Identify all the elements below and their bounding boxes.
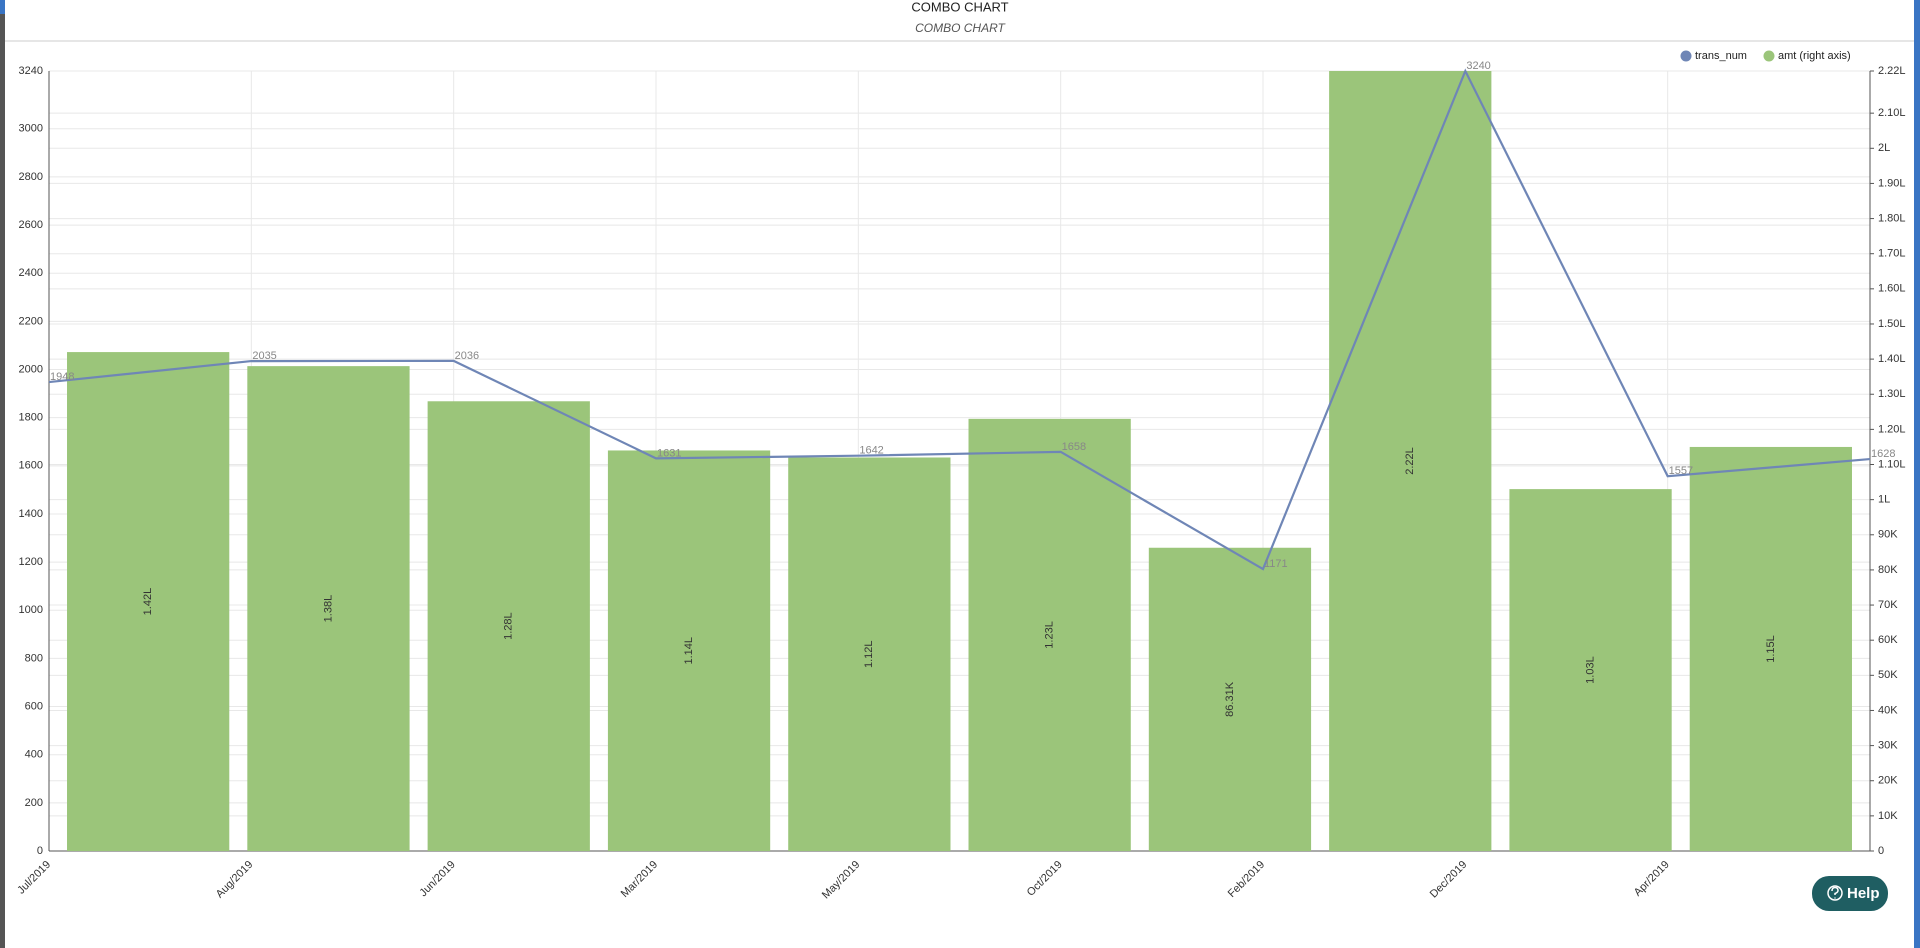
line-value-label: 1557 bbox=[1669, 465, 1693, 477]
x-tick-label: Feb/2019 bbox=[1226, 859, 1267, 900]
y-tick-label: 800 bbox=[25, 652, 43, 664]
bar bbox=[788, 457, 951, 851]
bar bbox=[1689, 446, 1852, 851]
y-tick-label: 1800 bbox=[19, 412, 43, 424]
y2-tick-label: 40K bbox=[1878, 704, 1898, 716]
x-tick-label: Jul/2019 bbox=[15, 859, 53, 897]
y2-tick-label: 30K bbox=[1878, 740, 1898, 752]
y-tick-label: 600 bbox=[25, 700, 43, 712]
y2-tick-label: 1.80L bbox=[1878, 212, 1906, 224]
help-label[interactable]: Help bbox=[1847, 885, 1880, 902]
bar-value-label: 1.28L bbox=[503, 612, 515, 640]
y2-tick-label: 70K bbox=[1878, 599, 1898, 611]
x-tick-label: May/2019 bbox=[820, 859, 863, 902]
bar bbox=[247, 366, 410, 851]
y2-tick-label: 1.20L bbox=[1878, 423, 1906, 435]
help-icon-mark[interactable] bbox=[1831, 886, 1839, 899]
bar-value-label: 1.15L bbox=[1765, 635, 1777, 663]
y2-tick-label: 50K bbox=[1878, 669, 1898, 681]
y-tick-label: 1400 bbox=[19, 508, 43, 520]
left-border-accent bbox=[0, 0, 5, 14]
y2-tick-label: 1L bbox=[1878, 494, 1890, 506]
y2-tick-label: 1.10L bbox=[1878, 458, 1906, 470]
line-value-label: 1631 bbox=[657, 447, 681, 459]
bar-value-label: 1.42L bbox=[142, 588, 154, 616]
y2-tick-label: 1.60L bbox=[1878, 283, 1906, 295]
y-tick-label: 3240 bbox=[19, 65, 43, 77]
bar-value-label: 1.23L bbox=[1044, 621, 1056, 649]
y-tick-label: 1600 bbox=[19, 460, 43, 472]
bar bbox=[1148, 547, 1312, 851]
x-tick-label: Jun/2019 bbox=[417, 859, 457, 899]
y2-tick-label: 20K bbox=[1878, 775, 1898, 787]
bar-value-label: 1.14L bbox=[683, 637, 695, 665]
help-button[interactable]: Help bbox=[1812, 876, 1888, 911]
y-tick-label: 2800 bbox=[19, 171, 43, 183]
line-value-label: 2036 bbox=[455, 350, 479, 362]
y-tick-label: 200 bbox=[25, 797, 43, 809]
y2-tick-label: 90K bbox=[1878, 529, 1898, 541]
line-value-label: 1171 bbox=[1264, 558, 1288, 570]
bar-value-label: 1.12L bbox=[863, 640, 875, 668]
line-value-label: 1642 bbox=[859, 445, 883, 457]
y-tick-label: 2200 bbox=[19, 315, 43, 327]
x-tick-label: Dec/2019 bbox=[1428, 859, 1470, 901]
bar-value-label: 2.22L bbox=[1404, 447, 1416, 475]
bar-value-label: 1.03L bbox=[1584, 656, 1596, 684]
bar bbox=[427, 401, 590, 851]
bar bbox=[1509, 489, 1672, 851]
right-border bbox=[1914, 0, 1920, 948]
y2-tick-label: 2L bbox=[1878, 142, 1890, 154]
line-value-label: 1948 bbox=[50, 371, 74, 383]
line-value-label: 1658 bbox=[1062, 441, 1086, 453]
line bbox=[48, 68, 1871, 571]
chart-title: COMBO CHART bbox=[911, 0, 1008, 14]
y2-tick-label: 10K bbox=[1878, 810, 1898, 822]
left-border bbox=[0, 0, 5, 948]
y-tick-label: 0 bbox=[37, 845, 43, 857]
line-value-label: 3240 bbox=[1466, 60, 1490, 72]
y-tick-label: 1000 bbox=[19, 604, 43, 616]
y-tick-label: 2000 bbox=[19, 363, 43, 375]
bar bbox=[1329, 71, 1492, 851]
help-icon[interactable] bbox=[1827, 885, 1843, 901]
y2-tick-label: 2.22L bbox=[1878, 65, 1906, 77]
legend-marker bbox=[1680, 50, 1692, 62]
bar bbox=[607, 450, 771, 851]
x-tick-label: Apr/2019 bbox=[1632, 859, 1672, 899]
y2-tick-label: 80K bbox=[1878, 564, 1898, 576]
y2-tick-label: 60K bbox=[1878, 634, 1898, 646]
y-tick-label: 2600 bbox=[19, 219, 43, 231]
y-tick-label: 2400 bbox=[19, 267, 43, 279]
y2-tick-label: 2.10L bbox=[1878, 107, 1906, 119]
bar bbox=[67, 352, 230, 851]
x-tick-label: Oct/2019 bbox=[1025, 859, 1065, 899]
bar-value-label: 1.38L bbox=[322, 595, 334, 623]
help-button-bg[interactable] bbox=[1812, 876, 1888, 911]
bar-value-label: 86.31K bbox=[1224, 681, 1236, 717]
line-value-label: 1628 bbox=[1871, 448, 1895, 460]
y2-tick-label: 1.40L bbox=[1878, 353, 1906, 365]
y2-tick-label: 0 bbox=[1878, 845, 1884, 857]
y2-tick-label: 1.50L bbox=[1878, 318, 1906, 330]
y2-tick-label: 1.70L bbox=[1878, 248, 1906, 260]
legend-marker bbox=[1763, 50, 1775, 62]
line-value-label: 2035 bbox=[252, 350, 276, 362]
legend-label: amt (right axis) bbox=[1778, 50, 1851, 62]
x-tick-label: Aug/2019 bbox=[214, 859, 256, 901]
chart-subtitle: COMBO CHART bbox=[915, 21, 1006, 35]
y-tick-label: 3000 bbox=[19, 123, 43, 135]
y2-tick-label: 1.90L bbox=[1878, 177, 1906, 189]
bar bbox=[968, 418, 1131, 851]
legend-label: trans_num bbox=[1695, 50, 1747, 62]
y-tick-label: 1200 bbox=[19, 556, 43, 568]
y-tick-label: 400 bbox=[25, 749, 43, 761]
x-tick-label: Mar/2019 bbox=[619, 859, 660, 900]
y2-tick-label: 1.30L bbox=[1878, 388, 1906, 400]
